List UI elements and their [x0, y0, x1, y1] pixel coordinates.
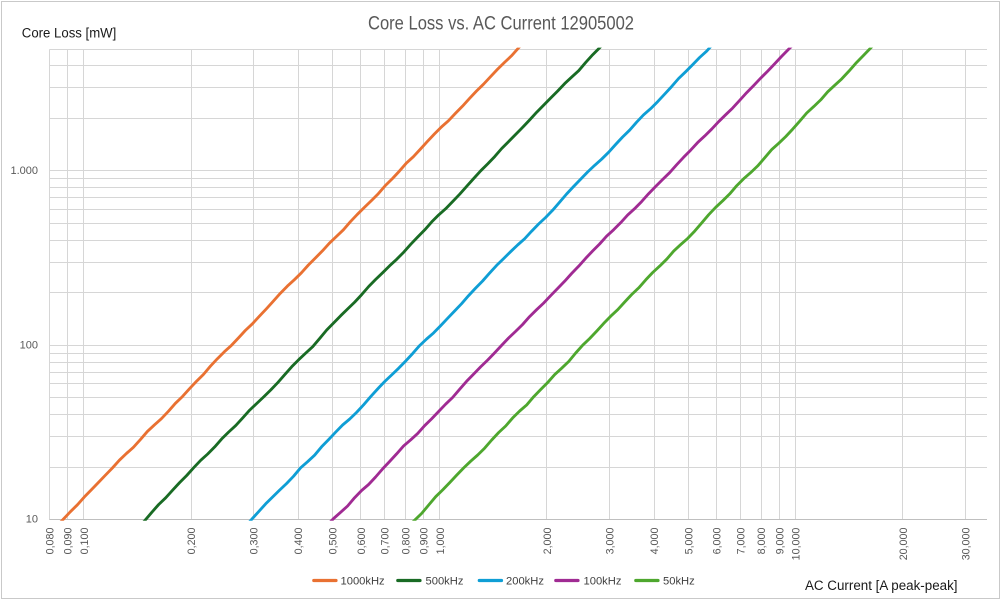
svg-text:100kHz: 100kHz [584, 575, 622, 587]
svg-text:0,800: 0,800 [400, 528, 412, 555]
svg-text:1,000: 1,000 [435, 528, 447, 555]
svg-text:6,000: 6,000 [712, 528, 724, 555]
svg-text:5,000: 5,000 [684, 528, 696, 555]
svg-text:Core Loss vs. AC Current 12905: Core Loss vs. AC Current 12905002 [368, 12, 634, 34]
svg-text:50kHz: 50kHz [663, 575, 695, 587]
svg-text:500kHz: 500kHz [426, 575, 464, 587]
svg-text:4,000: 4,000 [649, 528, 661, 555]
svg-text:0,600: 0,600 [356, 528, 368, 555]
svg-text:2,000: 2,000 [542, 528, 554, 555]
svg-text:10,000: 10,000 [791, 528, 803, 561]
svg-text:3,000: 3,000 [605, 528, 617, 555]
svg-text:0,700: 0,700 [380, 528, 392, 555]
svg-text:AC Current [A peak-peak]: AC Current [A peak-peak] [805, 578, 958, 593]
svg-text:20,000: 20,000 [898, 528, 910, 561]
svg-text:200kHz: 200kHz [506, 575, 544, 587]
svg-text:1.000: 1.000 [10, 165, 38, 177]
svg-text:9,000: 9,000 [774, 528, 786, 555]
svg-text:0,400: 0,400 [293, 528, 305, 555]
svg-text:0,900: 0,900 [419, 528, 431, 555]
svg-text:8,000: 8,000 [756, 528, 768, 555]
svg-text:10: 10 [26, 514, 38, 526]
svg-text:0,080: 0,080 [44, 528, 56, 555]
svg-text:30,000: 30,000 [961, 528, 973, 561]
svg-text:Core Loss [mW]: Core Loss [mW] [22, 25, 117, 40]
svg-text:0,090: 0,090 [63, 528, 75, 555]
svg-text:0,500: 0,500 [328, 528, 340, 555]
svg-text:0,100: 0,100 [79, 528, 91, 555]
svg-text:0,300: 0,300 [249, 528, 261, 555]
svg-text:1000kHz: 1000kHz [341, 575, 386, 587]
svg-text:0,200: 0,200 [186, 528, 198, 555]
svg-text:7,000: 7,000 [736, 528, 748, 555]
svg-text:100: 100 [20, 339, 38, 351]
